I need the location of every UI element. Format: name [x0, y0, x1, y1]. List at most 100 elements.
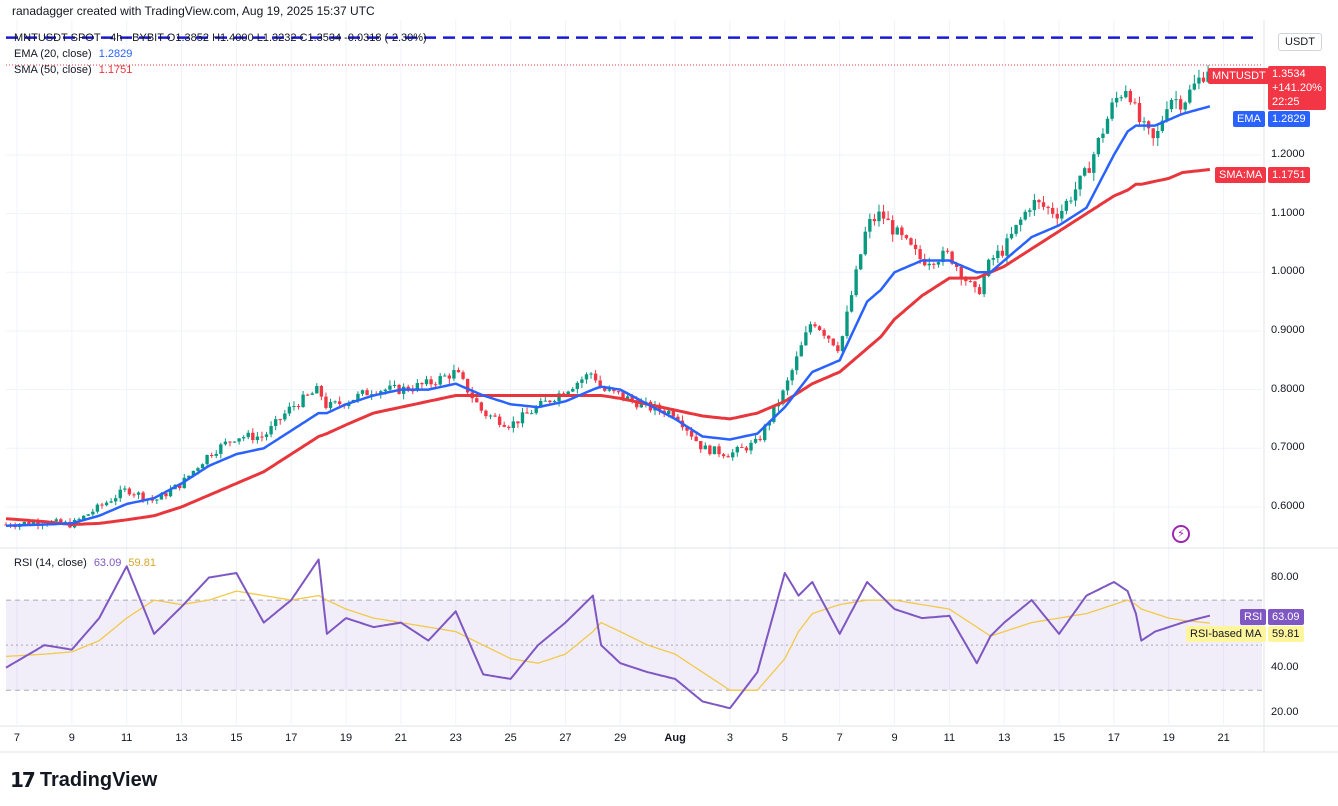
- rsi-legend[interactable]: RSI (14, close) 63.09 59.81: [14, 557, 160, 569]
- tradingview-logo[interactable]: 𝟭𝟳 TradingView: [10, 768, 157, 793]
- candle-body: [525, 412, 529, 414]
- candle-body: [671, 410, 675, 417]
- candle-body: [571, 388, 575, 392]
- candle-body: [241, 437, 246, 439]
- candle-body: [219, 444, 223, 454]
- symbol-legend[interactable]: MNTUSDT SPOT · 4h · BYBIT O1.3852 H1.400…: [14, 32, 431, 44]
- candle-body: [886, 218, 890, 221]
- candle-body: [228, 441, 232, 443]
- candle-body: [612, 389, 616, 392]
- candle-body: [735, 446, 739, 453]
- candle-body: [1178, 99, 1183, 110]
- candle-body: [900, 227, 904, 236]
- candle-body: [1105, 118, 1110, 134]
- candle-body: [964, 278, 968, 282]
- time-tick: 17: [1107, 732, 1121, 744]
- candle-body: [337, 401, 342, 405]
- candle-body: [1018, 219, 1023, 225]
- candle-body: [694, 436, 698, 442]
- time-tick: 5: [781, 732, 788, 744]
- time-tick: 11: [120, 732, 133, 744]
- candle-body: [1165, 109, 1169, 121]
- candle-body: [621, 392, 625, 399]
- candle-body: [159, 493, 164, 500]
- time-tick: 27: [559, 732, 572, 744]
- candle-body: [804, 332, 808, 346]
- candle-body: [479, 402, 484, 411]
- ema-legend[interactable]: EMA (20, close) 1.2829: [14, 48, 136, 60]
- candle-body: [790, 370, 794, 381]
- candle-body: [264, 434, 269, 437]
- candle-body: [1183, 102, 1187, 110]
- candle-body: [388, 385, 392, 390]
- candle-body: [461, 372, 465, 379]
- candle-body: [1110, 102, 1114, 119]
- candle-body: [433, 384, 438, 386]
- candle-body: [443, 375, 447, 377]
- candle-body: [1142, 121, 1146, 123]
- candle-body: [54, 519, 58, 522]
- candle-body: [1023, 211, 1027, 220]
- time-tick: 3: [726, 732, 734, 744]
- candle-body: [575, 382, 580, 389]
- candle-body: [808, 324, 813, 333]
- candle-body: [1060, 210, 1064, 219]
- candle-body: [223, 441, 228, 445]
- rsi-tick: 80.00: [1271, 570, 1299, 583]
- candle-body: [616, 391, 621, 393]
- candle-body: [689, 430, 694, 437]
- time-tick: Aug: [664, 732, 686, 744]
- candle-body: [392, 384, 397, 386]
- candle-body: [100, 504, 104, 506]
- candle-body: [1005, 238, 1009, 256]
- sma-axis-value: 1.1751: [1268, 167, 1310, 183]
- candle-body: [552, 401, 557, 403]
- candle-body: [1064, 200, 1069, 211]
- candle-body: [136, 492, 141, 495]
- candle-body: [1114, 97, 1119, 103]
- candle-body: [520, 412, 525, 424]
- candle-body: [831, 338, 835, 346]
- candle-body: [1201, 77, 1206, 82]
- candle-body: [424, 379, 429, 385]
- candle-body: [1087, 168, 1091, 173]
- logo-icon: 𝟭𝟳: [10, 770, 36, 792]
- alert-icon[interactable]: ⚡: [1172, 525, 1190, 543]
- price-tick: 1.2000: [1271, 147, 1305, 160]
- candle-body: [635, 400, 639, 408]
- candle-body: [941, 250, 945, 263]
- ema-value: 1.2829: [98, 48, 133, 60]
- candle-body: [1156, 130, 1160, 139]
- candle-body: [1046, 206, 1050, 208]
- candle-body: [493, 415, 497, 417]
- candle-body: [1014, 224, 1018, 234]
- candle-body: [292, 405, 296, 407]
- rsima-axis-value: 59.81: [1268, 626, 1304, 642]
- candle-body: [77, 519, 81, 521]
- candle-body: [168, 489, 173, 497]
- candle-body: [360, 390, 365, 394]
- time-tick: 9: [68, 732, 75, 744]
- candle-body: [1069, 200, 1073, 202]
- candle-body: [854, 269, 858, 296]
- candle-body: [260, 436, 264, 438]
- candle-body: [968, 281, 973, 283]
- candle-body: [132, 494, 136, 496]
- candle-body: [187, 475, 191, 478]
- candle-body: [118, 489, 122, 499]
- time-tick: 19: [1162, 732, 1175, 744]
- candle-body: [196, 468, 200, 471]
- currency-button[interactable]: USDT: [1278, 33, 1322, 51]
- rsi-background: [6, 599, 1262, 691]
- price-tag-countdown: 22:25: [1272, 96, 1300, 108]
- time-tick: 23: [449, 732, 462, 744]
- sma-legend[interactable]: SMA (50, close) 1.1751: [14, 64, 136, 76]
- candle-body: [868, 218, 872, 232]
- sma-label: SMA (50, close): [14, 64, 92, 76]
- candle-body: [703, 445, 707, 450]
- candle-body: [763, 425, 767, 441]
- candle-body: [923, 258, 927, 266]
- candle-body: [772, 406, 776, 422]
- candle-body: [534, 407, 538, 414]
